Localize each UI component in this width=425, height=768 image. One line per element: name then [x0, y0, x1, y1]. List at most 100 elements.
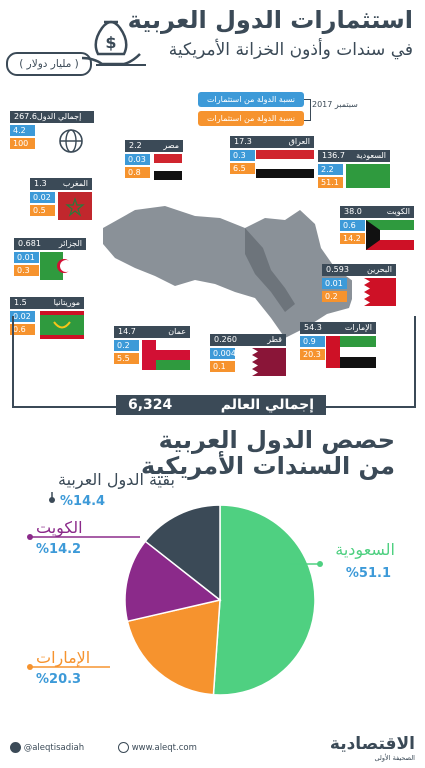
card-world-share: 0.01	[322, 278, 347, 289]
pie-value-kuwait: %14.2	[36, 542, 82, 557]
page-subtitle: في سندات وأذون الخزانة الأمريكية	[168, 40, 413, 60]
pie-title-line2: من السندات الأمريكية	[140, 452, 395, 480]
card-qatar: 0.260 قطر 0.004 0.1	[210, 334, 286, 372]
card-arab-share: 51.1	[318, 177, 343, 188]
unit-badge: ( مليار دولار )	[6, 52, 92, 76]
web-icon	[118, 742, 129, 753]
card-kuwait: 38.0 الكويت 0.6 14.2	[340, 206, 414, 244]
card-country: البحرين	[367, 265, 392, 274]
legend-bracket	[304, 99, 311, 121]
card-value: 38.0	[344, 207, 362, 216]
card-arab-share: 0.6	[10, 324, 35, 335]
flag-morocco	[58, 192, 92, 220]
card-arab-share: 0.1	[210, 361, 235, 372]
card-country: إجمالي الدول العربية	[36, 112, 82, 133]
card-arab-share: 100	[10, 138, 35, 149]
card-oman: 14.7 عمان 0.2 5.5	[114, 326, 190, 364]
pie-label-kuwait: الكويت	[36, 518, 83, 537]
arab-world-map	[103, 206, 357, 338]
pie-slice-saudi	[212, 504, 316, 696]
legend-world-share: نسبة الدولة من استثمارات العالم	[198, 92, 304, 119]
world-total-label: إجمالي العالم	[220, 397, 314, 413]
pie-label-rest: بقية الدول العربية	[58, 470, 175, 489]
flag-algeria	[40, 252, 86, 280]
globe-icon	[59, 129, 83, 153]
flag-oman	[142, 340, 190, 370]
flag-iraq	[256, 150, 314, 178]
card-country: الكويت	[386, 207, 410, 216]
pie-slice-uae	[126, 599, 221, 696]
card-arab-share: 14.2	[340, 233, 365, 244]
card-mauritania: 1.5 موريتانيا 0.02 0.6	[10, 297, 84, 335]
card-country: السعودية	[356, 151, 386, 160]
card-morocco: 1.3 المغرب 0.02 0.5	[30, 178, 92, 216]
card-arab-share: 5.5	[114, 353, 139, 364]
card-world-share: 0.6	[340, 220, 365, 231]
svg-text:$: $	[105, 33, 116, 52]
card-country: قطر	[267, 335, 282, 344]
card-value: 0.681	[18, 239, 41, 248]
card-value: 136.7	[322, 151, 345, 160]
date-label: سبتمبر 2017	[312, 100, 358, 109]
pie-value-saudi: %51.1	[345, 566, 391, 581]
twitter-icon	[10, 742, 21, 753]
card-world-share: 0.2	[114, 340, 139, 351]
world-total-bar: 6,324 إجمالي العالم	[116, 395, 326, 415]
card-country: عمان	[168, 327, 186, 336]
card-arab-share: 0.8	[125, 167, 150, 178]
flag-kuwait	[366, 220, 414, 250]
card-value: 1.5	[14, 298, 27, 307]
card-country: الجزائر	[58, 239, 82, 248]
legend-arab-share: نسبة الدولة من استثمارات العرب	[198, 111, 304, 138]
card-world-share: 2.2	[318, 164, 343, 175]
card-value: 14.7	[118, 327, 136, 336]
card-iraq: 17.3 العراق 0.3 6.5	[230, 136, 314, 174]
card-bahrain: 0.593 البحرين 0.01 0.2	[322, 264, 396, 302]
card-arab-share: 0.3	[14, 265, 39, 276]
card-value: 0.260	[214, 335, 237, 344]
card-arab-share: 0.5	[30, 205, 55, 216]
pie-slice-rest	[144, 504, 221, 602]
card-country: موريتانيا	[53, 298, 80, 307]
footer: @aleqtisadiah www.aleqt.com الاقتصادية ا…	[0, 732, 425, 768]
pie-slice-kuwait	[124, 540, 222, 623]
pie-value-uae: %20.3	[36, 672, 82, 687]
card-value: 0.593	[326, 265, 349, 274]
brand-logo: الاقتصادية الصحيفة الأولى	[329, 734, 415, 762]
card-value: 267.6	[14, 112, 37, 121]
flag-qatar	[240, 348, 286, 376]
card-country: مصر	[163, 141, 179, 150]
card-world-share: 0.3	[230, 150, 255, 161]
card-value: 1.3	[34, 179, 47, 188]
card-world-share: 0.004	[210, 348, 236, 359]
card-arab-share: 6.5	[230, 163, 255, 174]
pie-title-line1: حصص الدول العربية	[158, 426, 395, 454]
flag-mauritania	[40, 311, 84, 339]
header-rule	[96, 64, 146, 66]
card-world-share: 0.03	[125, 154, 150, 165]
flag-saudi	[346, 164, 390, 188]
card-value: 54.3	[304, 323, 322, 332]
pie-label-uae: الإمارات	[36, 648, 91, 667]
card-world-share: 0.9	[300, 336, 325, 347]
card-country: الإمارات	[344, 323, 372, 332]
card-uae: 54.3 الإمارات 0.9 20.3	[300, 322, 376, 360]
card-value: 17.3	[234, 137, 252, 146]
card-world-share: 0.02	[30, 192, 55, 203]
page-title: استثمارات الدول العربية	[127, 6, 413, 34]
pie-value-rest: %14.4	[60, 494, 106, 509]
flag-uae	[326, 336, 376, 368]
card-world-share: 0.01	[14, 252, 39, 263]
card-arab-share: 0.2	[322, 291, 347, 302]
card-world-share: 4.2	[10, 125, 35, 136]
card-egypt: 2.2 مصر 0.03 0.8	[125, 140, 183, 178]
pie-leaders	[27, 492, 323, 670]
pie-chart	[124, 504, 316, 696]
world-total-value: 6,324	[128, 397, 173, 413]
flag-egypt	[154, 154, 182, 180]
card-arab-total: 267.6 إجمالي الدول العربية 4.2 100	[10, 111, 94, 149]
card-world-share: 0.02	[10, 311, 35, 322]
card-arab-share: 20.3	[300, 349, 325, 360]
twitter-handle[interactable]: @aleqtisadiah	[10, 742, 84, 753]
website-link[interactable]: www.aleqt.com	[118, 742, 197, 753]
